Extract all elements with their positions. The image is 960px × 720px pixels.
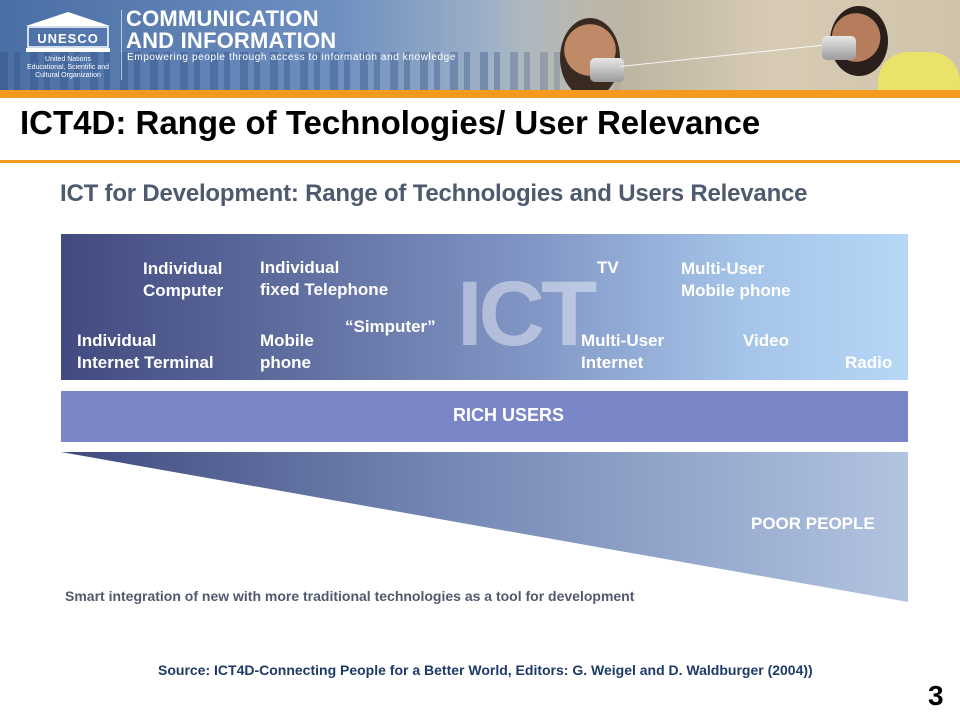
logo-subtext-line: United Nations: [45, 56, 91, 63]
header-accent-bar: [0, 90, 960, 98]
logo-subtext-line: Cultural Organization: [35, 72, 101, 79]
tin-can-phone-icon: [590, 58, 624, 82]
brand-name: COMMUNICATION AND INFORMATION: [126, 8, 336, 52]
page-title: ICT4D: Range of Technologies/ User Relev…: [20, 104, 761, 141]
tin-can-phone-icon: [822, 36, 856, 60]
tagline: Empowering people through access to info…: [127, 52, 457, 63]
tech-radio: Radio: [845, 353, 893, 372]
tech-simputer: “Simputer”: [345, 317, 436, 336]
tech-tv: TV: [597, 258, 619, 277]
ict-technology-band: [61, 234, 908, 380]
unesco-logo: UNESCO: [22, 10, 114, 68]
title-divider: [0, 160, 960, 163]
page-number: 3: [928, 680, 944, 711]
temple-logo-icon: UNESCO: [26, 12, 110, 52]
brand-line: COMMUNICATION: [126, 6, 319, 31]
child-shirt: [878, 52, 960, 92]
logo-subtext-line: Educational, Scientific and: [26, 64, 110, 71]
tech-mobile-phone: Mobile phone: [260, 331, 314, 372]
poor-people-label: POOR PEOPLE: [751, 514, 875, 533]
tech-multi-user-mobile-phone: Multi-User Mobile phone: [681, 259, 791, 300]
tech-multi-user-internet: Multi-User Internet: [581, 331, 665, 372]
rich-users-band: [61, 391, 908, 442]
source-citation: Source: ICT4D-Connecting People for a Be…: [158, 662, 813, 678]
header-banner: UNESCO United Nations Educational, Scien…: [0, 0, 960, 92]
figure-caption: Smart integration of new with more tradi…: [65, 588, 635, 604]
brand-line: AND INFORMATION: [126, 28, 337, 53]
poor-people-wedge: [61, 452, 908, 602]
logo-divider: [121, 10, 122, 80]
tech-video: Video: [743, 331, 789, 350]
logo-subtext: United Nations Educational, Scientific a…: [16, 56, 120, 80]
tech-individual-internet-terminal: Individual Internet Terminal: [77, 331, 214, 372]
tech-individual-fixed-telephone: Individual fixed Telephone: [260, 258, 389, 299]
ict-watermark: ICT: [457, 263, 597, 365]
figure-title: ICT for Development: Range of Technologi…: [60, 180, 808, 207]
tech-individual-computer: Individual Computer: [143, 259, 224, 300]
rich-users-label: RICH USERS: [453, 405, 565, 425]
logo-text: UNESCO: [37, 31, 99, 46]
